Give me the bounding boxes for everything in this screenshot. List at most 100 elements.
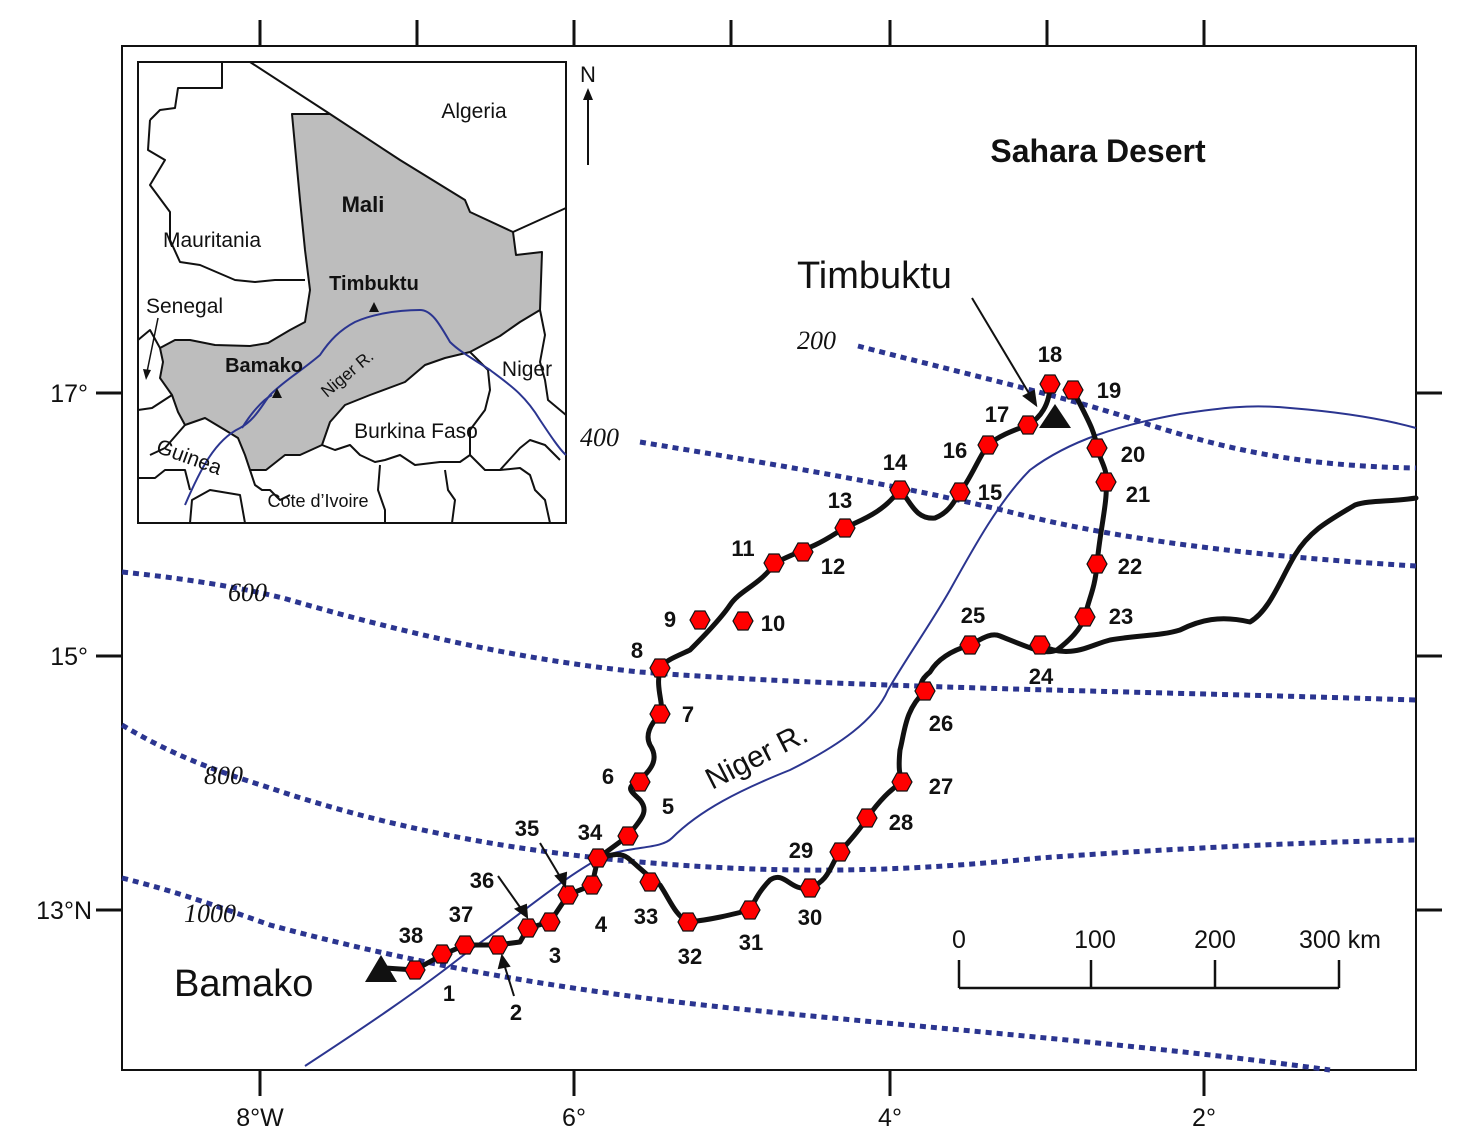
station-label-22: 22 <box>1118 554 1142 579</box>
scale-label-0: 0 <box>952 926 966 954</box>
station-label-32: 32 <box>678 944 702 969</box>
contour-label-200: 200 <box>797 326 836 355</box>
north-arrow-head <box>583 88 593 100</box>
inset-senegal-arrow-head <box>143 369 151 380</box>
station-marker-7 <box>649 704 671 724</box>
station-label-17: 17 <box>985 402 1009 427</box>
station-marker-16 <box>977 435 999 455</box>
station-marker-36 <box>517 918 539 938</box>
inset-senegal-arrow <box>146 317 159 373</box>
arrow-station-2 <box>503 963 515 997</box>
station-marker-24 <box>1029 635 1051 655</box>
inset-niger-tributary <box>241 394 273 429</box>
station-marker-37 <box>454 935 476 955</box>
arrow-station-35 <box>539 842 563 881</box>
graticule-ticks <box>96 20 1442 1096</box>
station-label-3: 3 <box>549 943 561 968</box>
inset-bamako-icon <box>272 388 282 398</box>
station-marker-23 <box>1074 607 1096 627</box>
station-marker-26 <box>914 681 936 701</box>
station-marker-11 <box>763 553 785 573</box>
station-label-23: 23 <box>1109 604 1133 629</box>
inset-niger-river <box>184 308 567 506</box>
station-label-4: 4 <box>595 912 608 937</box>
station-marker-17 <box>1017 415 1039 435</box>
station-marker-9 <box>689 610 711 630</box>
inset-timbuktu-icon <box>369 302 379 312</box>
inset-label-cote-divoire: Cote d’Ivoire <box>267 491 368 511</box>
station-marker-6 <box>629 772 651 792</box>
lon-label-6: 6° <box>562 1104 586 1132</box>
station-label-31: 31 <box>739 930 763 955</box>
station-marker-4 <box>581 875 603 895</box>
sahara-desert-label: Sahara Desert <box>990 133 1206 169</box>
station-label-36: 36 <box>470 868 494 893</box>
station-marker-15 <box>949 482 971 502</box>
arrow-timbuktu <box>971 297 1031 396</box>
station-marker-28 <box>856 808 878 828</box>
bamako-triangle-icon <box>365 955 397 982</box>
inset-label-timbuktu: Timbuktu <box>329 273 419 295</box>
contour-label-400: 400 <box>580 423 619 452</box>
inset-label-bamako: Bamako <box>225 355 303 377</box>
lon-label-4: 4° <box>878 1104 902 1132</box>
station-label-19: 19 <box>1097 378 1121 403</box>
station-marker-18 <box>1039 374 1061 394</box>
station-label-9: 9 <box>664 607 676 632</box>
north-label: N <box>580 62 596 87</box>
scale-label-300: 300 km <box>1299 926 1381 954</box>
contour-line-200 <box>857 343 1417 471</box>
arrow-head-2 <box>497 953 511 970</box>
arrow-head-35 <box>554 871 568 889</box>
lat-label-17: 17° <box>50 380 88 408</box>
station-label-34: 34 <box>578 820 603 845</box>
niger-river <box>304 405 1417 1067</box>
station-marker-12 <box>792 542 814 562</box>
scale-bar <box>957 960 1341 990</box>
timbuktu-triangle-icon <box>1039 404 1071 428</box>
station-marker-19 <box>1062 380 1084 400</box>
route-east-track <box>1037 495 1419 654</box>
station-label-38: 38 <box>399 923 423 948</box>
station-marker-13 <box>834 518 856 538</box>
station-label-28: 28 <box>889 810 913 835</box>
scale-label-200: 200 <box>1194 926 1236 954</box>
rainfall-contours <box>120 343 1417 1073</box>
station-label-13: 13 <box>828 488 852 513</box>
station-marker-20 <box>1086 438 1108 458</box>
contour-label-1000: 1000 <box>184 899 236 928</box>
station-marker-32 <box>677 912 699 932</box>
station-label-5: 5 <box>662 794 674 819</box>
station-marker-22 <box>1086 554 1108 574</box>
timbuktu-label: Timbuktu <box>797 255 952 297</box>
arrow-head-timbuktu <box>1022 389 1038 408</box>
station-label-35: 35 <box>515 816 539 841</box>
station-marker-30 <box>799 878 821 898</box>
station-label-2: 2 <box>510 1000 522 1025</box>
station-marker-38 <box>404 960 426 980</box>
station-label-37: 37 <box>449 902 473 927</box>
inset-label-mali: Mali <box>342 192 385 217</box>
inset-map: N Algeria Mali Mauritania Senegal Timbuk… <box>137 61 596 524</box>
inset-label-senegal: Senegal <box>146 295 223 318</box>
contour-label-600: 600 <box>228 578 267 607</box>
bamako-label: Bamako <box>174 963 313 1005</box>
station-marker-35 <box>557 885 579 905</box>
station-label-30: 30 <box>798 905 822 930</box>
station-label-26: 26 <box>929 711 953 736</box>
station-marker-10 <box>732 611 754 631</box>
station-marker-25 <box>959 635 981 655</box>
station-label-10: 10 <box>761 611 785 636</box>
station-label-7: 7 <box>682 702 694 727</box>
lat-label-15: 15° <box>50 643 88 671</box>
station-marker-8 <box>649 658 671 678</box>
inset-label-burkina-faso: Burkina Faso <box>354 420 478 443</box>
contour-label-800: 800 <box>204 761 243 790</box>
station-label-18: 18 <box>1038 342 1062 367</box>
station-label-29: 29 <box>789 838 813 863</box>
station-marker-1 <box>431 944 453 964</box>
arrow-station-36 <box>497 875 523 911</box>
scale-label-100: 100 <box>1074 926 1116 954</box>
station-marker-34 <box>587 848 609 868</box>
station-label-16: 16 <box>943 438 967 463</box>
